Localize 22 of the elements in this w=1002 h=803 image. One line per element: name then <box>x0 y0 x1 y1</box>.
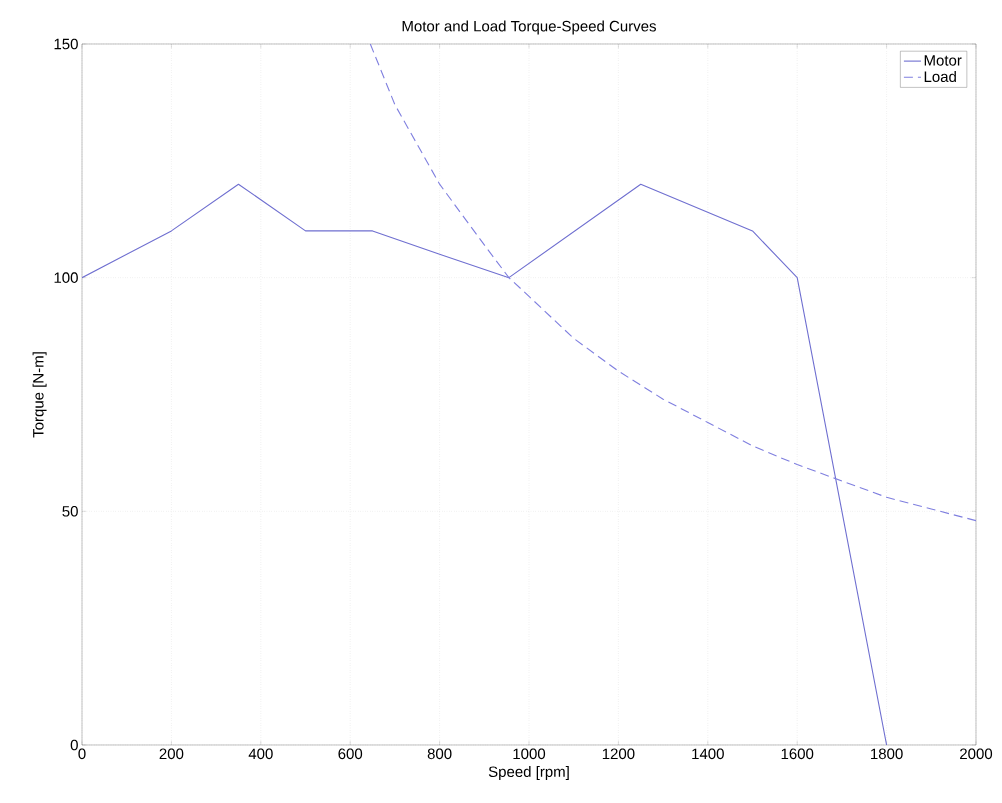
y-axis-title: Torque [N-m] <box>32 352 47 438</box>
x-tick-label: 200 <box>159 748 184 760</box>
x-tick-label: 800 <box>427 748 452 760</box>
x-tick-label: 0 <box>78 748 86 760</box>
x-tick-label: 400 <box>248 748 273 760</box>
x-tick-label: 600 <box>338 748 363 760</box>
legend-label: Load <box>924 71 956 83</box>
line-series <box>82 183 888 745</box>
x-tick-label: 1600 <box>781 748 814 760</box>
y-tick-label: 100 <box>54 272 78 283</box>
x-tick-label: 1200 <box>602 748 635 760</box>
legend-label: Motor <box>924 55 962 66</box>
y-tick-label: 50 <box>62 506 78 517</box>
y-tick-label: 150 <box>54 38 78 50</box>
line-series <box>369 43 976 522</box>
x-axis-title: Speed [rpm] <box>488 766 569 780</box>
x-tick-label: 1800 <box>871 748 903 760</box>
y-tick-label: 0 <box>70 739 78 751</box>
x-tick-label: 1000 <box>513 748 546 760</box>
chart-title: Motor and Load Torque-Speed Curves <box>402 20 656 35</box>
x-tick-label: 1400 <box>692 748 724 760</box>
x-tick-label: 2000 <box>960 748 993 760</box>
